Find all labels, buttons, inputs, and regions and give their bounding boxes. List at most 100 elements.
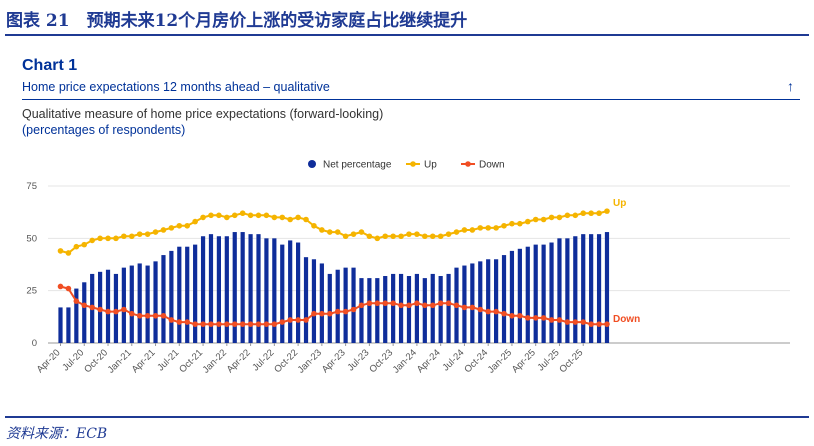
chart-number: Chart 1 <box>22 57 78 74</box>
down-series-point <box>437 300 444 307</box>
down-series-point <box>350 306 357 313</box>
down-series-point <box>517 312 523 319</box>
bar-net-percentage <box>240 232 245 343</box>
bar-net-percentage <box>335 269 340 343</box>
x-tick-label: Apr-20 <box>35 347 63 375</box>
down-series-point <box>105 308 111 315</box>
down-series-point <box>168 317 175 323</box>
bar-net-percentage <box>359 278 364 343</box>
bar-net-percentage <box>501 255 507 343</box>
x-tick-label: Oct-22 <box>272 347 300 375</box>
up-series-point <box>105 235 111 242</box>
up-series-point <box>271 214 278 221</box>
up-series-point <box>192 218 198 225</box>
up-series-point <box>168 225 175 231</box>
up-series-point <box>493 225 499 231</box>
bar-net-percentage <box>264 238 269 343</box>
down-series-point <box>564 319 571 325</box>
down-series-point <box>89 304 95 311</box>
down-series-point <box>121 306 127 313</box>
legend: Net percentage Up Down <box>308 160 505 171</box>
up-series-point <box>239 210 246 217</box>
x-tick-label: Jul-24 <box>440 347 466 373</box>
legend-point-marker <box>465 161 471 167</box>
y-tick-label: 75 <box>26 181 37 192</box>
up-series-point <box>208 212 214 219</box>
x-tick-label: Jul-22 <box>250 347 276 373</box>
down-series-point <box>532 315 539 321</box>
bar-net-percentage <box>375 278 380 343</box>
up-series-point <box>540 216 547 223</box>
down-series-point <box>445 300 452 307</box>
bar-net-percentage <box>193 244 198 343</box>
bar-net-percentage <box>581 234 586 343</box>
down-series-point <box>453 302 460 309</box>
down-series-point <box>113 308 119 315</box>
down-series-point <box>509 312 515 319</box>
bar-net-percentage <box>145 265 150 343</box>
down-series-point <box>192 321 198 327</box>
down-series-point <box>469 304 476 311</box>
up-series-point <box>509 220 515 227</box>
up-series-point <box>588 210 594 217</box>
down-end-label: Down <box>613 314 640 325</box>
down-series-point <box>414 300 420 307</box>
bar-net-percentage <box>137 263 142 343</box>
down-series-point <box>311 310 317 317</box>
down-series-point <box>524 315 531 321</box>
bar-net-percentage <box>462 265 467 343</box>
down-series-line <box>60 285 607 326</box>
bar-net-percentage <box>113 273 119 343</box>
x-tick-label: Apr-24 <box>415 347 443 375</box>
up-series-point <box>422 233 428 240</box>
up-series-point <box>350 231 357 237</box>
legend-label: Net percentage <box>323 160 392 171</box>
down-series-point <box>200 321 206 327</box>
down-series-point <box>604 321 610 327</box>
up-series-point <box>144 231 151 237</box>
bottom-rule <box>5 416 809 418</box>
bar-net-percentage <box>121 267 126 343</box>
down-series-point <box>136 312 143 319</box>
down-series-point <box>580 319 587 325</box>
down-series-point <box>184 319 191 325</box>
legend-marker-net-percentage <box>308 160 316 168</box>
up-series-point <box>596 210 602 217</box>
legend-label: Up <box>424 160 437 171</box>
legend-point-marker <box>410 161 416 167</box>
x-tick-label: Jul-21 <box>155 347 181 373</box>
bar-net-percentage <box>430 273 435 343</box>
bar-net-percentage <box>565 238 570 343</box>
subtitle-rule <box>22 99 800 100</box>
bar-net-percentage <box>288 240 293 343</box>
down-series-point <box>501 310 507 317</box>
up-series-point <box>121 233 127 240</box>
up-series-point <box>97 235 103 242</box>
x-tick-label: Apr-23 <box>320 347 348 375</box>
down-series-point <box>342 308 349 315</box>
bar-net-percentage <box>169 250 174 343</box>
down-series-point <box>152 312 159 319</box>
legend-label: Down <box>479 160 505 171</box>
bar-net-percentage <box>319 263 324 343</box>
bar-net-percentage <box>216 236 221 343</box>
x-tick-label: Jan-24 <box>391 347 419 375</box>
x-tick-label: Oct-21 <box>177 347 205 375</box>
down-series-point <box>366 300 373 307</box>
up-series-point <box>334 229 341 235</box>
up-series-point <box>81 241 88 248</box>
bar-net-percentage <box>66 307 71 343</box>
up-series-point <box>295 214 301 221</box>
up-series-point <box>311 222 317 229</box>
bar-net-percentage <box>58 307 63 343</box>
down-series-point <box>334 308 341 315</box>
down-series-point <box>57 283 64 290</box>
y-tick-label: 25 <box>26 286 37 297</box>
down-series-point <box>263 321 270 327</box>
scroll-to-top-arrow-icon[interactable]: ↑ <box>787 78 794 94</box>
figure-title: 图表 21 预期未来12个月房价上涨的受访家庭占比继续提升 <box>6 11 468 31</box>
down-series-point <box>208 321 214 327</box>
down-series-point <box>247 321 254 327</box>
down-series-point <box>97 306 103 313</box>
x-tick-label: Jan-23 <box>296 347 324 375</box>
